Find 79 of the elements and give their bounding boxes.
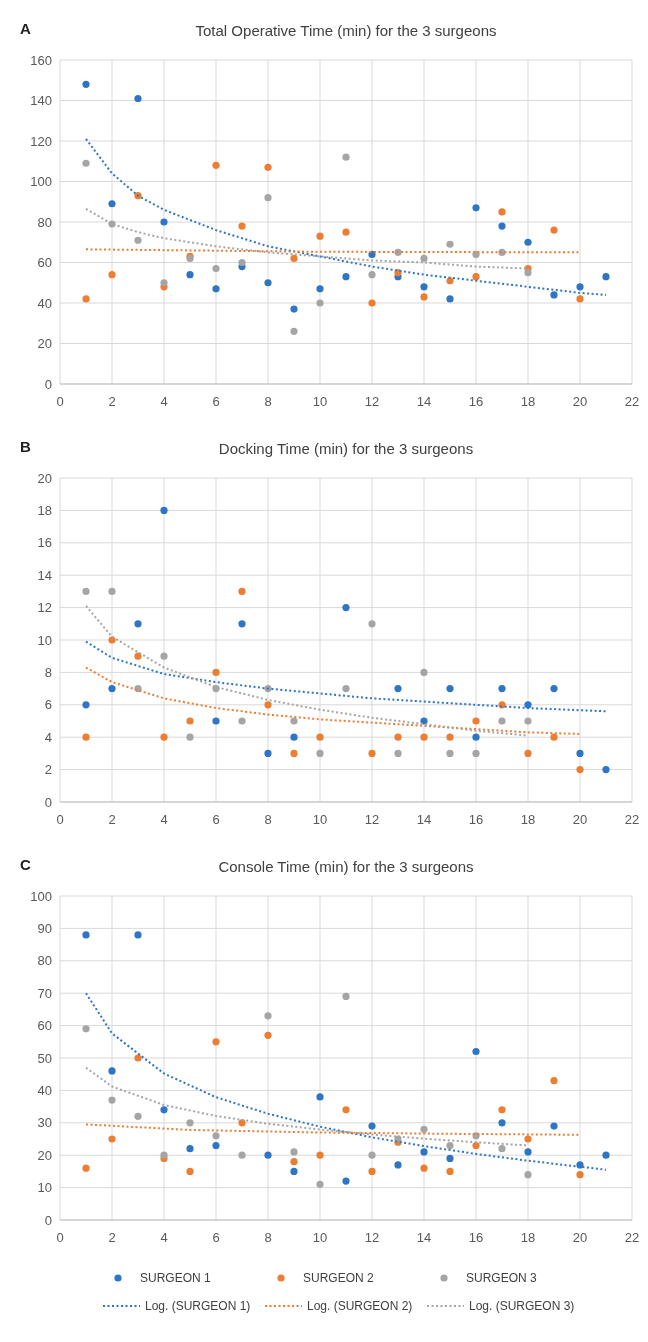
legend-label: Log. (SURGEON 2) <box>307 1299 413 1314</box>
y-tick-label: 10 <box>37 632 52 648</box>
x-tick-label: 6 <box>212 1230 220 1245</box>
legend-label: SURGEON 3 <box>466 1271 538 1286</box>
x-tick-label: 0 <box>56 1230 64 1245</box>
y-tick-label: 12 <box>37 600 52 616</box>
x-tick-label: 8 <box>264 394 272 409</box>
y-tick-label: 6 <box>44 697 52 713</box>
y-tick-label: 20 <box>37 470 52 486</box>
y-tick-label: 70 <box>37 985 52 1001</box>
x-tick-label: 10 <box>312 394 328 409</box>
x-tick-label: 4 <box>160 1230 168 1245</box>
x-tick-label: 14 <box>416 394 432 409</box>
x-tick-label: 14 <box>416 812 432 827</box>
y-tick-label: 120 <box>30 133 52 149</box>
legend-label: Log. (SURGEON 1) <box>145 1299 251 1314</box>
x-tick-label: 2 <box>108 812 116 827</box>
x-tick-label: 2 <box>108 1230 116 1245</box>
text: C <box>20 856 31 873</box>
y-tick-label: 60 <box>37 1018 52 1034</box>
y-tick-label: 10 <box>37 1180 52 1196</box>
y-tick-label: 50 <box>37 1050 52 1066</box>
y-tick-label: 0 <box>44 794 52 810</box>
y-tick-label: 160 <box>30 52 52 68</box>
x-tick-label: 4 <box>160 812 168 827</box>
x-tick-label: 16 <box>468 812 484 827</box>
y-tick-label: 20 <box>37 1147 52 1163</box>
y-tick-label: 90 <box>37 920 52 936</box>
x-tick-label: 0 <box>56 812 64 827</box>
x-tick-label: 16 <box>468 1230 484 1245</box>
y-tick-label: 100 <box>30 174 52 190</box>
x-tick-label: 22 <box>624 812 640 827</box>
x-tick-label: 10 <box>312 812 328 827</box>
x-tick-label: 6 <box>212 394 220 409</box>
y-tick-label: 30 <box>37 1115 52 1131</box>
x-tick-label: 22 <box>624 394 640 409</box>
x-tick-label: 20 <box>572 394 588 409</box>
y-tick-label: 8 <box>44 664 52 680</box>
x-tick-label: 18 <box>520 394 536 409</box>
x-tick-label: 0 <box>56 394 64 409</box>
y-tick-label: 80 <box>37 953 52 969</box>
x-tick-label: 22 <box>624 1230 640 1245</box>
x-tick-label: 8 <box>264 1230 272 1245</box>
x-tick-label: 12 <box>364 1230 380 1245</box>
y-tick-label: 18 <box>37 502 52 518</box>
x-tick-label: 8 <box>264 812 272 827</box>
y-tick-label: 0 <box>44 376 52 392</box>
x-tick-label: 20 <box>572 812 588 827</box>
y-tick-label: 4 <box>44 729 52 745</box>
y-tick-label: 140 <box>30 93 52 109</box>
x-tick-label: 12 <box>364 812 380 827</box>
y-tick-label: 40 <box>37 295 52 311</box>
y-tick-label: 80 <box>37 214 52 230</box>
y-tick-label: 20 <box>37 336 52 352</box>
chart-title: Total Operative Time (min) for the 3 surgeons <box>195 22 497 39</box>
y-tick-label: 60 <box>37 255 52 271</box>
x-tick-label: 4 <box>160 394 168 409</box>
y-tick-label: 14 <box>37 567 52 583</box>
legend-label: SURGEON 2 <box>303 1271 375 1286</box>
x-tick-label: 10 <box>312 1230 328 1245</box>
legend-label: SURGEON 1 <box>140 1271 212 1286</box>
y-tick-label: 2 <box>44 762 52 778</box>
x-tick-label: 14 <box>416 1230 432 1245</box>
y-tick-label: 0 <box>44 1212 52 1228</box>
x-tick-label: 18 <box>520 1230 536 1245</box>
x-tick-label: 16 <box>468 394 484 409</box>
y-tick-label: 40 <box>37 1082 52 1098</box>
chart-title: Console Time (min) for the 3 surgeons <box>218 858 474 875</box>
legend-label: Log. (SURGEON 3) <box>469 1299 575 1314</box>
y-tick-label: 100 <box>30 888 52 904</box>
text: B <box>20 438 31 455</box>
x-tick-label: 20 <box>572 1230 588 1245</box>
x-tick-label: 18 <box>520 812 536 827</box>
text: A <box>20 20 31 37</box>
x-tick-label: 12 <box>364 394 380 409</box>
x-tick-label: 6 <box>212 812 220 827</box>
chart-title: Docking Time (min) for the 3 surgeons <box>218 440 474 457</box>
x-tick-label: 2 <box>108 394 116 409</box>
y-tick-label: 16 <box>37 535 52 551</box>
